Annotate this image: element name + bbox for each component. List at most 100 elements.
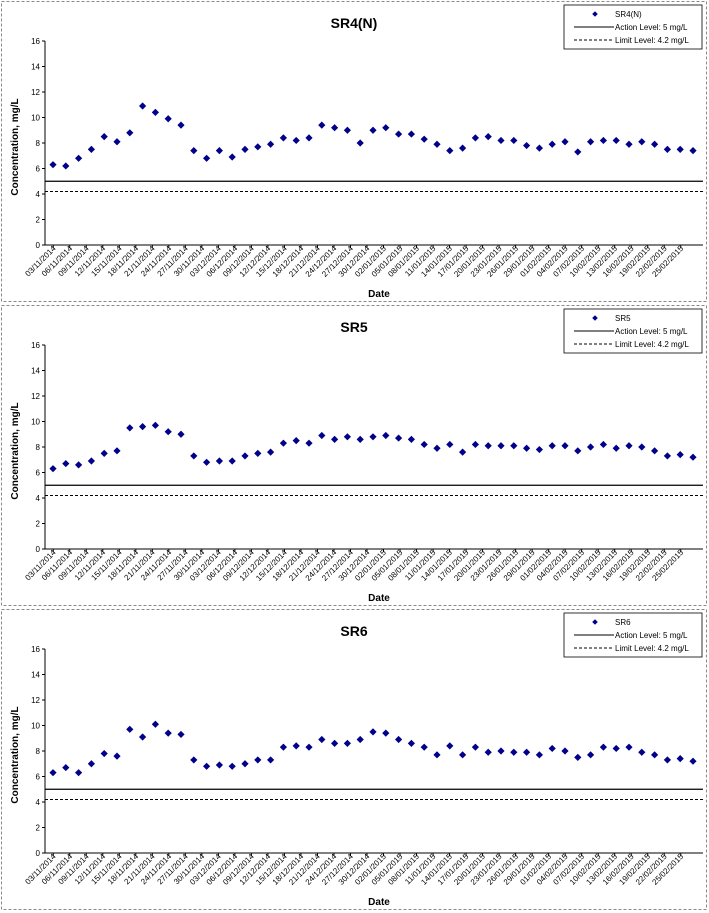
chart-frame — [1, 1, 707, 302]
data-point — [267, 448, 275, 456]
y-tick-label: 14 — [31, 63, 40, 72]
legend-label-action: Action Level: 5 mg/L — [615, 327, 688, 336]
data-point — [87, 145, 95, 153]
data-point — [446, 147, 454, 155]
y-tick-label: 4 — [36, 494, 41, 503]
data-point — [49, 769, 57, 777]
data-point — [292, 136, 300, 145]
data-point — [369, 433, 377, 441]
chart-frame — [1, 305, 707, 606]
chart-frame — [1, 609, 707, 910]
y-tick-label: 8 — [36, 443, 41, 452]
data-point — [343, 739, 351, 747]
legend-label-series: SR6 — [615, 618, 631, 627]
y-tick-label: 16 — [31, 37, 40, 46]
y-tick-label: 10 — [31, 418, 40, 427]
data-point — [689, 453, 697, 461]
data-point — [471, 440, 479, 449]
y-tick-label: 8 — [36, 747, 41, 756]
y-tick-label: 16 — [31, 341, 40, 350]
y-tick-label: 6 — [36, 469, 41, 478]
data-point — [561, 747, 569, 755]
chart-svg: SR6024681012141603/11/201406/11/201409/1… — [1, 609, 707, 910]
data-point — [638, 138, 646, 146]
chart-title: SR6 — [340, 623, 367, 639]
data-point — [459, 448, 467, 456]
y-tick-label: 12 — [31, 696, 40, 705]
data-point — [318, 121, 326, 129]
data-point — [651, 140, 659, 148]
data-point — [395, 130, 403, 138]
data-point — [459, 144, 467, 152]
data-point — [331, 435, 339, 443]
data-point — [407, 435, 415, 443]
data-point — [651, 447, 659, 455]
data-point — [100, 449, 108, 457]
data-point — [100, 749, 108, 758]
data-point — [689, 147, 697, 155]
data-point — [177, 121, 185, 129]
data-point — [75, 154, 83, 162]
data-point — [663, 145, 671, 153]
data-point — [113, 138, 121, 146]
data-point — [497, 136, 505, 145]
data-point — [254, 449, 262, 457]
data-point — [574, 447, 582, 455]
legend-label-limit: Limit Level: 4.2 mg/L — [615, 644, 689, 653]
legend-label-action: Action Level: 5 mg/L — [615, 23, 688, 32]
legend-label-limit: Limit Level: 4.2 mg/L — [615, 340, 689, 349]
data-point — [446, 440, 454, 449]
data-point — [599, 136, 607, 145]
legend-label-action: Action Level: 5 mg/L — [615, 631, 688, 640]
data-point — [587, 751, 595, 759]
data-point — [484, 133, 492, 141]
data-point — [113, 752, 121, 760]
data-point — [369, 728, 377, 736]
data-point — [139, 102, 147, 110]
data-point — [548, 744, 556, 753]
x-axis-label: Date — [368, 289, 390, 300]
data-point — [420, 440, 428, 449]
y-tick-label: 16 — [31, 645, 40, 654]
data-point — [75, 769, 83, 777]
data-point — [254, 143, 262, 151]
data-point — [574, 753, 582, 761]
data-point — [407, 130, 415, 138]
data-point — [638, 443, 646, 451]
x-axis-label: Date — [368, 897, 390, 908]
data-point — [343, 433, 351, 441]
data-point — [87, 760, 95, 768]
data-point — [420, 135, 428, 143]
y-axis-label: Concentration, mg/L — [10, 98, 21, 195]
data-point — [510, 136, 518, 145]
data-point — [305, 439, 313, 447]
data-point — [356, 139, 364, 147]
data-point — [599, 743, 607, 751]
data-point — [113, 447, 121, 455]
data-point — [292, 437, 300, 445]
y-tick-label: 14 — [31, 671, 40, 680]
data-point — [612, 744, 620, 753]
data-point — [241, 145, 249, 153]
data-point — [535, 144, 543, 152]
y-tick-label: 6 — [36, 773, 41, 782]
data-point — [305, 134, 313, 142]
data-point — [599, 440, 607, 449]
data-point — [203, 154, 211, 162]
data-point — [395, 735, 403, 744]
data-point — [663, 756, 671, 764]
data-point — [62, 162, 70, 170]
y-tick-label: 12 — [31, 88, 40, 97]
data-point — [241, 452, 249, 460]
data-point — [561, 138, 569, 146]
legend-label-series: SR4(N) — [615, 10, 642, 19]
data-point — [177, 730, 185, 739]
data-point — [164, 115, 172, 123]
y-tick-label: 2 — [36, 824, 41, 833]
data-point — [177, 430, 185, 438]
data-point — [279, 134, 287, 142]
data-point — [689, 757, 697, 765]
data-point — [497, 747, 505, 755]
data-point — [49, 161, 57, 169]
data-point — [625, 140, 633, 148]
